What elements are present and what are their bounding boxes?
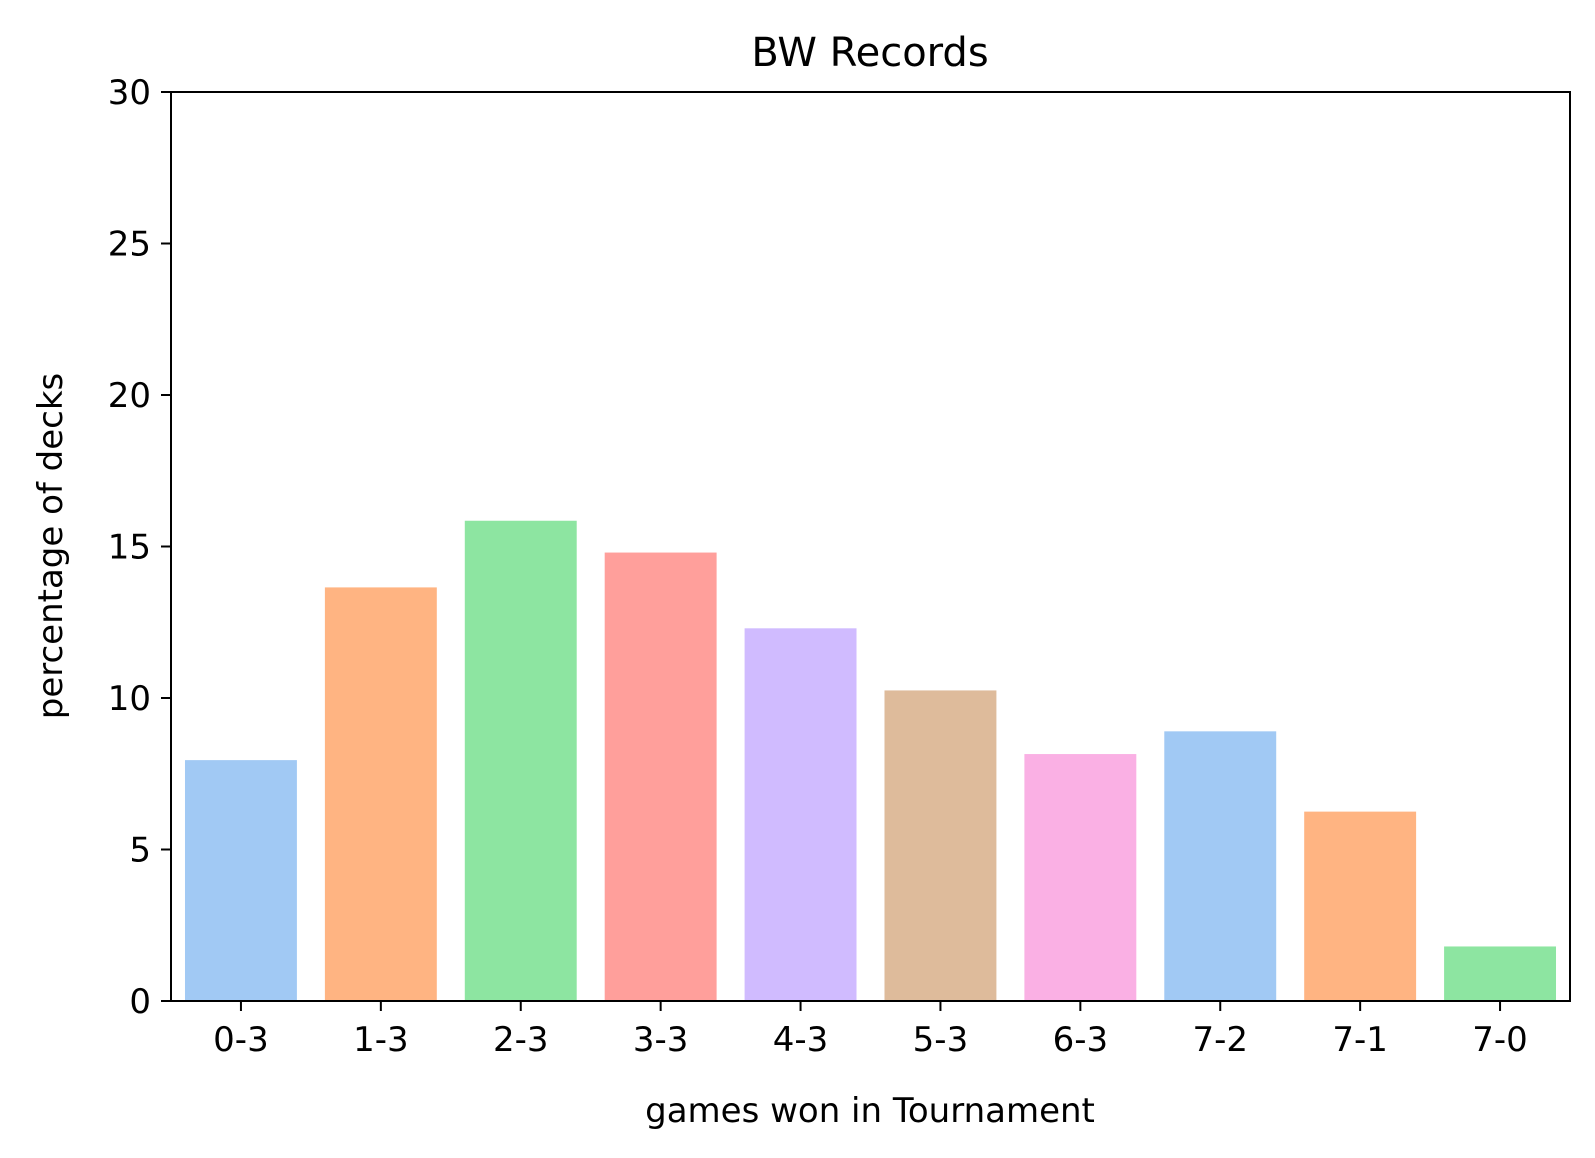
bar-6-3 — [1024, 754, 1137, 1001]
x-tick-label: 4-3 — [773, 1020, 829, 1060]
x-tick-label: 7-1 — [1332, 1020, 1388, 1060]
x-axis-label: games won in Tournament — [645, 1091, 1095, 1131]
x-tick-label: 2-3 — [493, 1020, 549, 1060]
bar-5-3 — [884, 690, 997, 1001]
x-tick-label: 7-0 — [1472, 1020, 1528, 1060]
y-tick-label: 15 — [108, 528, 151, 568]
bar-7-1 — [1304, 811, 1417, 1001]
bar-7-0 — [1444, 946, 1557, 1001]
y-tick-label: 10 — [108, 679, 151, 719]
y-tick-label: 0 — [129, 982, 151, 1022]
x-tick-label: 3-3 — [633, 1020, 689, 1060]
x-tick-label: 5-3 — [913, 1020, 969, 1060]
x-tick-label: 7-2 — [1192, 1020, 1248, 1060]
x-axis: 0-3 1-3 2-3 3-3 4-3 5-3 6-3 7-2 7-1 7-0 — [213, 1001, 1528, 1060]
y-tick-label: 5 — [129, 831, 151, 871]
y-tick-label: 20 — [108, 376, 151, 416]
bar-7-2 — [1164, 731, 1277, 1001]
x-tick-label: 0-3 — [213, 1020, 269, 1060]
bar-1-3 — [324, 587, 437, 1001]
bar-2-3 — [464, 520, 577, 1001]
y-tick-label: 25 — [108, 225, 151, 265]
y-axis-label: percentage of decks — [31, 373, 71, 720]
chart-title: BW Records — [751, 30, 988, 76]
x-tick-label: 1-3 — [353, 1020, 409, 1060]
bars-group — [184, 520, 1557, 1001]
y-tick-label: 30 — [108, 73, 151, 113]
x-tick-label: 6-3 — [1053, 1020, 1109, 1060]
bar-3-3 — [604, 552, 717, 1001]
y-axis: 0 5 10 15 20 25 30 — [108, 73, 171, 1022]
bar-4-3 — [744, 628, 857, 1001]
plot-frame — [170, 91, 1571, 1002]
bar-0-3 — [184, 760, 297, 1001]
